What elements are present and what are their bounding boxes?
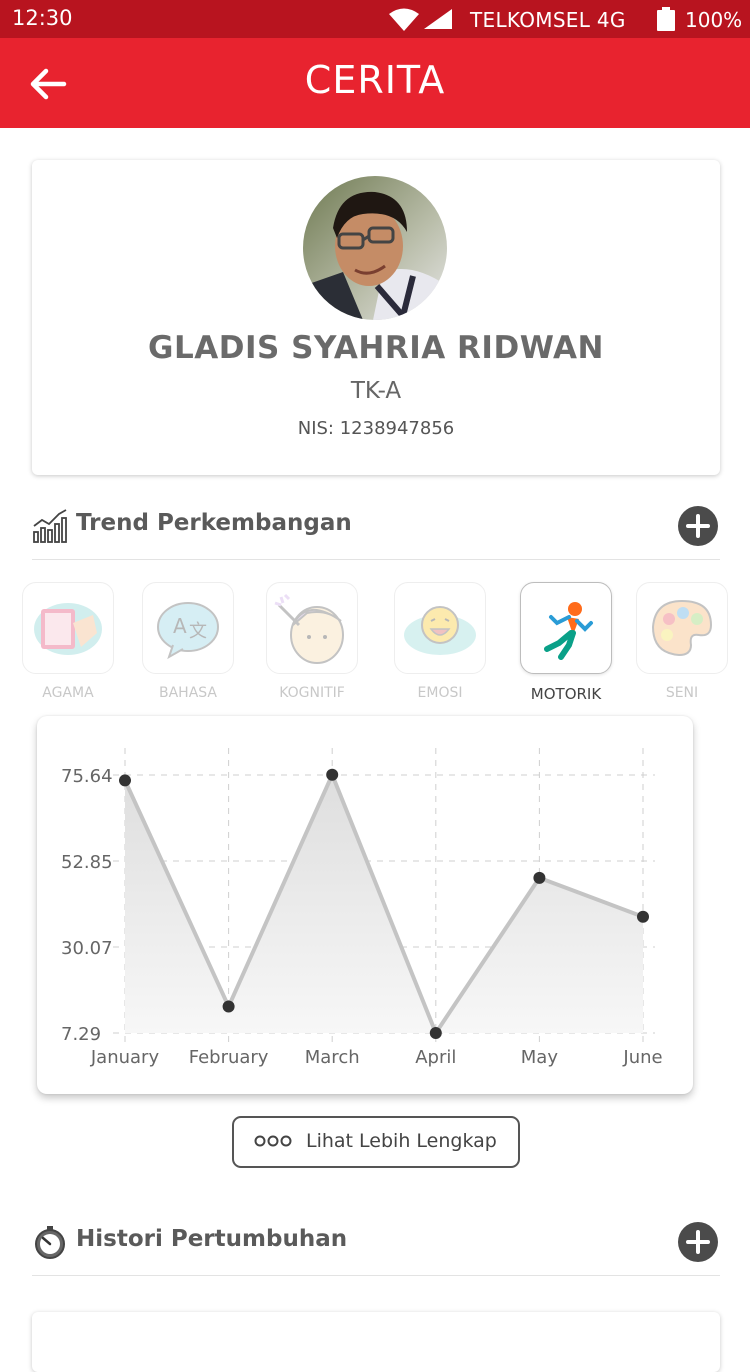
x-tick-label: February bbox=[189, 1047, 269, 1068]
status-bar: 12:30 TELKOMSEL 4G 100% bbox=[0, 0, 750, 38]
x-tick-label: May bbox=[521, 1047, 559, 1068]
y-tick-label: 75.64 bbox=[61, 766, 113, 787]
svg-text:A: A bbox=[173, 614, 187, 638]
history-card bbox=[32, 1312, 720, 1372]
y-tick-label: 30.07 bbox=[61, 938, 113, 959]
data-point bbox=[637, 910, 649, 923]
category-label: AGAMA bbox=[42, 685, 94, 701]
trend-chart-card: 75.64 52.85 30.07 7.29 January February March A… bbox=[37, 716, 693, 1094]
profile-card: GLADIS SYAHRIA RIDWAN TK-A NIS: 12389478… bbox=[32, 160, 720, 475]
battery-icon bbox=[657, 7, 675, 31]
student-class: TK-A bbox=[350, 378, 402, 404]
signal-icon bbox=[424, 9, 452, 29]
category-label: KOGNITIF bbox=[279, 685, 345, 701]
language-bubble-icon: A 文 bbox=[157, 602, 219, 660]
divider bbox=[32, 559, 720, 560]
category-emosi[interactable]: EMOSI bbox=[394, 582, 486, 706]
category-tile bbox=[394, 582, 486, 674]
view-more-label: Lihat Lebih Lengkap bbox=[306, 1130, 497, 1152]
series-line bbox=[123, 772, 644, 1035]
status-carrier: TELKOMSEL 4G bbox=[470, 8, 626, 32]
data-point bbox=[222, 1000, 235, 1013]
data-point bbox=[119, 774, 131, 787]
stopwatch-icon bbox=[35, 1226, 65, 1259]
running-person-icon bbox=[544, 602, 593, 660]
category-tile: A 文 bbox=[142, 582, 234, 674]
emotion-face-icon bbox=[404, 606, 476, 655]
x-tick-label: January bbox=[90, 1047, 160, 1068]
data-point bbox=[326, 768, 339, 781]
data-point bbox=[533, 871, 546, 884]
view-more-button[interactable]: Lihat Lebih Lengkap bbox=[232, 1116, 520, 1168]
trend-chart-icon bbox=[33, 509, 67, 543]
category-bahasa[interactable]: A 文 BAHASA bbox=[142, 582, 234, 706]
back-button[interactable] bbox=[26, 66, 70, 102]
paint-palette-icon bbox=[651, 599, 713, 657]
category-tile bbox=[266, 582, 358, 674]
app-bar: CERITA bbox=[0, 38, 750, 128]
add-trend-button[interactable] bbox=[678, 506, 718, 546]
category-kognitif[interactable]: KOGNITIF bbox=[266, 582, 358, 706]
data-point bbox=[429, 1026, 442, 1039]
student-nis: NIS: 1238947856 bbox=[297, 418, 455, 439]
history-section-header: Histori Pertumbuhan bbox=[32, 1216, 720, 1276]
category-label: EMOSI bbox=[417, 685, 463, 701]
trend-section-title: Trend Perkembangan bbox=[76, 510, 352, 536]
category-agama[interactable]: AGAMA bbox=[22, 582, 114, 706]
category-tile bbox=[520, 582, 612, 674]
category-seni[interactable]: SENI bbox=[636, 582, 728, 706]
page-title: CERITA bbox=[304, 58, 446, 102]
plus-circle-icon bbox=[686, 514, 710, 538]
history-section-title: Histori Pertumbuhan bbox=[76, 1226, 348, 1252]
status-battery: 100% bbox=[685, 8, 743, 32]
category-label: MOTORIK bbox=[530, 685, 602, 703]
wifi-icon bbox=[389, 8, 419, 31]
category-tile bbox=[636, 582, 728, 674]
category-tile bbox=[22, 582, 114, 674]
svg-text:文: 文 bbox=[189, 621, 207, 642]
category-label: BAHASA bbox=[158, 685, 217, 701]
divider bbox=[32, 1275, 720, 1276]
praying-book-icon bbox=[34, 603, 102, 655]
x-tick-label: June bbox=[622, 1047, 662, 1068]
category-motorik[interactable]: MOTORIK bbox=[520, 582, 612, 706]
x-tick-label: March bbox=[305, 1047, 360, 1068]
y-tick-label: 7.29 bbox=[61, 1024, 101, 1045]
y-tick-label: 52.85 bbox=[61, 852, 113, 873]
add-history-button[interactable] bbox=[678, 1222, 718, 1262]
student-name: GLADIS SYAHRIA RIDWAN bbox=[148, 330, 604, 366]
category-label: SENI bbox=[665, 685, 699, 701]
thinking-head-icon bbox=[274, 593, 344, 664]
x-tick-label: April bbox=[415, 1047, 456, 1068]
status-time: 12:30 bbox=[12, 6, 73, 30]
trend-section-header: Trend Perkembangan bbox=[32, 500, 720, 560]
avatar[interactable] bbox=[303, 176, 447, 320]
plus-circle-icon bbox=[686, 1230, 710, 1254]
arrow-left-icon bbox=[30, 68, 67, 100]
three-dots-icon bbox=[254, 1135, 292, 1147]
